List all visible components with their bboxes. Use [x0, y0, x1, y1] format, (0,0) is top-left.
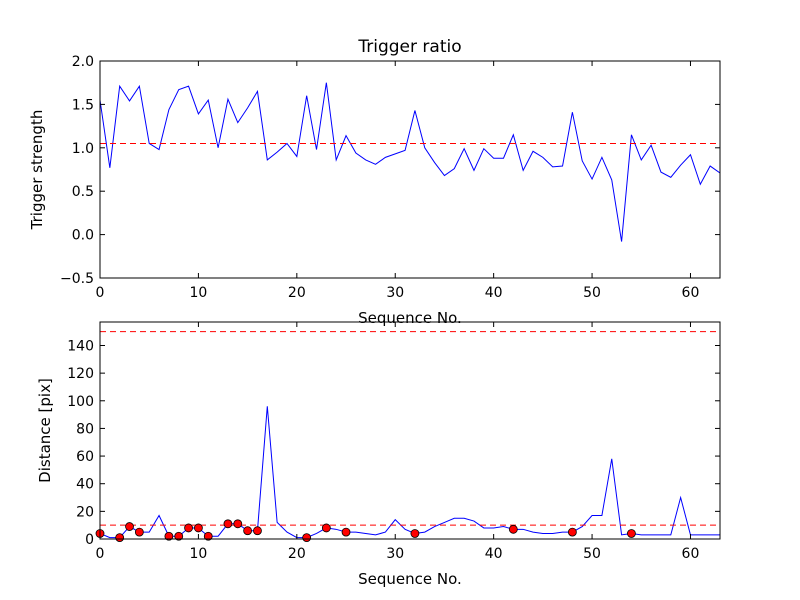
- top-y-ticks: −0.5 0.0 0.5 1.0 1.5 2.0: [60, 54, 720, 287]
- bottom-y-tick-label: 140: [67, 338, 94, 354]
- bottom-y-ticks: 0 20 40 60 80 100 120 140: [67, 338, 720, 548]
- bottom-data-point: [627, 529, 636, 538]
- bottom-plot-area: [95, 331, 720, 543]
- bottom-data-point: [341, 527, 351, 537]
- bottom-data-point: [321, 523, 331, 533]
- bottom-data-point: [233, 519, 243, 529]
- bottom-y-tick-label: 40: [76, 477, 94, 493]
- bottom-chart: 0 10 20 30 40 50 60 0 20 40 60 80 100 120 140 Sequenc…: [36, 321, 721, 588]
- bottom-y-tick-label: 120: [67, 366, 94, 382]
- bottom-y-axis-label: Distance [pix]: [36, 378, 54, 483]
- bottom-data-point: [203, 531, 213, 541]
- bottom-series-line-0: [100, 406, 720, 539]
- bottom-data-point: [184, 523, 193, 533]
- top-y-tick-label: −0.5: [60, 271, 94, 287]
- top-x-tick-label: 60: [682, 285, 700, 301]
- bottom-data-point: [194, 523, 203, 533]
- bottom-data-point: [134, 527, 144, 537]
- bottom-data-point: [302, 533, 312, 543]
- top-axes-frame: [99, 60, 721, 279]
- top-series-line-0: [100, 82, 720, 242]
- top-chart-title: Trigger ratio: [357, 37, 461, 57]
- top-x-tick-label: 10: [189, 285, 207, 301]
- bottom-y-tick-label: 20: [76, 504, 94, 520]
- bottom-y-tick-label: 0: [85, 532, 94, 548]
- top-x-tick-label: 40: [485, 285, 503, 301]
- bottom-x-tick-label: 0: [96, 546, 105, 562]
- top-x-tick-label: 0: [96, 285, 105, 301]
- top-y-tick-label: 0.5: [72, 184, 94, 200]
- bottom-data-point: [508, 524, 518, 534]
- top-y-axis-label: Trigger strength: [28, 110, 46, 231]
- bottom-data-point: [567, 527, 577, 537]
- top-y-tick-label: 1.0: [72, 141, 94, 157]
- bottom-data-point: [115, 533, 125, 543]
- top-x-ticks: 0 10 20 30 40 50 60: [96, 61, 700, 301]
- bottom-data-point: [174, 531, 184, 541]
- bottom-y-tick-label: 100: [67, 394, 94, 410]
- top-x-axis-label: Sequence No.: [358, 309, 462, 327]
- bottom-data-point: [253, 526, 262, 536]
- bottom-data-point: [243, 526, 253, 536]
- bottom-data-point: [223, 519, 233, 529]
- bottom-x-tick-label: 40: [485, 546, 503, 562]
- bottom-axes-frame: [99, 321, 721, 540]
- top-x-tick-label: 30: [386, 285, 404, 301]
- bottom-data-point: [164, 531, 174, 541]
- bottom-y-tick-label: 80: [76, 421, 94, 437]
- top-y-tick-label: 2.0: [72, 54, 94, 70]
- bottom-data-point: [125, 522, 134, 531]
- top-x-tick-label: 20: [288, 285, 306, 301]
- bottom-x-tick-label: 10: [189, 546, 207, 562]
- top-y-tick-label: 1.5: [72, 97, 94, 113]
- bottom-x-ticks: 0 10 20 30 40 50 60: [96, 322, 700, 562]
- bottom-y-tick-label: 60: [76, 449, 94, 465]
- bottom-data-point: [410, 529, 420, 538]
- bottom-x-axis-label: Sequence No.: [358, 570, 462, 588]
- top-y-tick-label: 0.0: [72, 228, 94, 244]
- top-plot-area: [100, 82, 720, 242]
- bottom-x-tick-label: 30: [386, 546, 404, 562]
- bottom-x-tick-label: 20: [288, 546, 306, 562]
- bottom-x-tick-label: 50: [583, 546, 601, 562]
- top-chart: Trigger ratio 0 10 20 30 40 50 60 −0.5 0.0 0.5 1.…: [28, 37, 721, 327]
- top-x-tick-label: 50: [583, 285, 601, 301]
- bottom-x-tick-label: 60: [682, 546, 700, 562]
